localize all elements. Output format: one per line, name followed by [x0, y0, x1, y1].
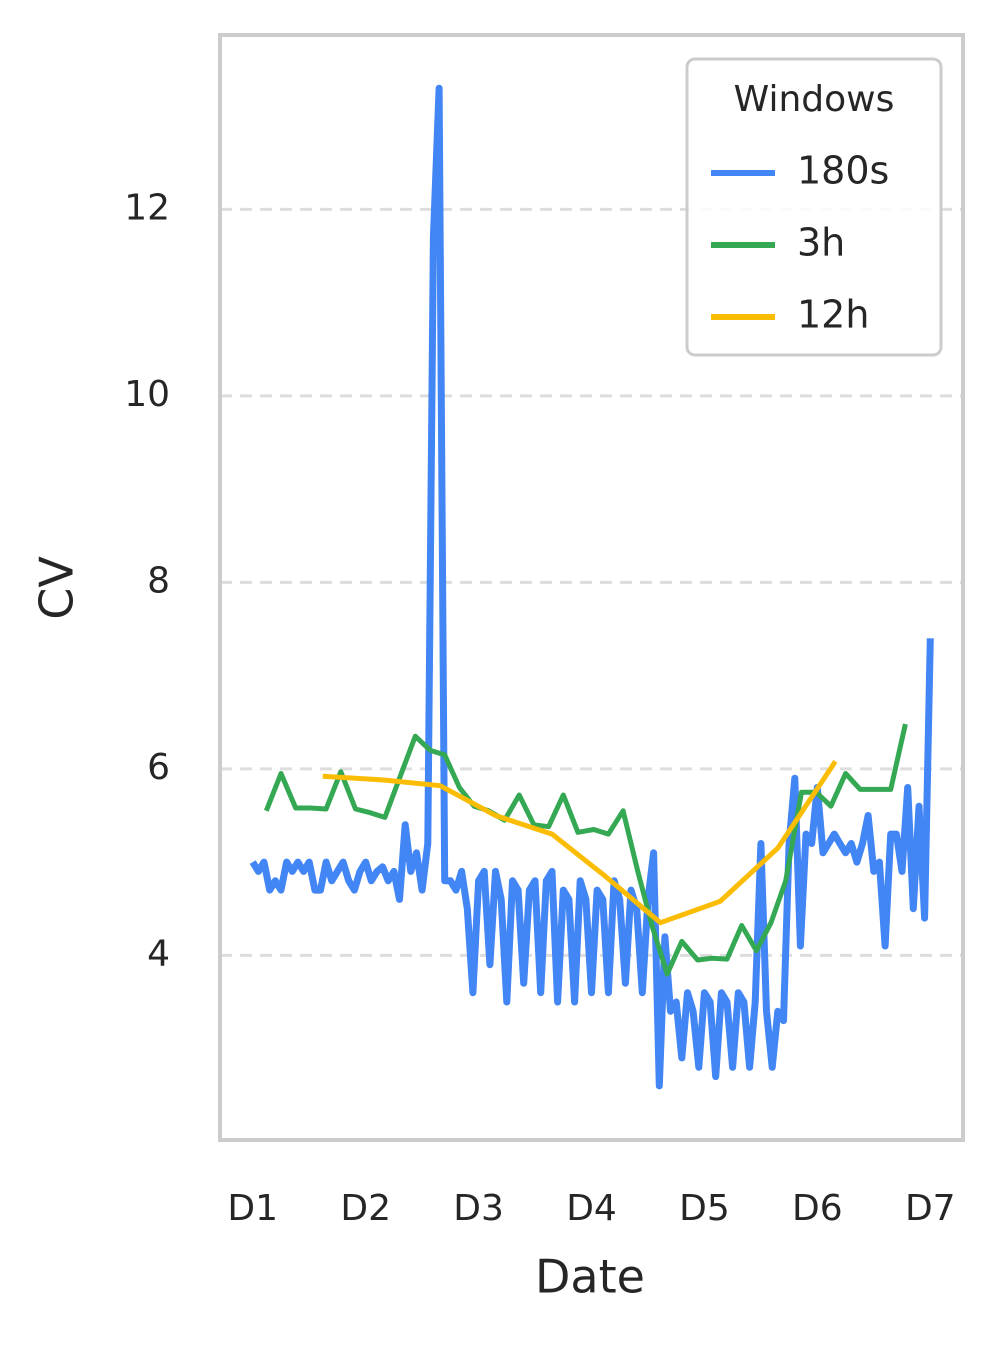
legend-label: 180s [797, 149, 889, 193]
legend-label: 3h [797, 221, 845, 265]
x-tick-label: D5 [679, 1188, 730, 1229]
y-tick-label: 6 [147, 747, 170, 788]
x-axis-label: Date [535, 1250, 645, 1304]
series-line [263, 723, 908, 977]
x-tick-label: D3 [453, 1188, 504, 1229]
series-line [322, 760, 838, 926]
y-axis-label: CV [30, 556, 84, 620]
y-tick-label: 8 [147, 560, 170, 601]
x-tick-label: D4 [566, 1188, 617, 1229]
x-tick-label: D6 [792, 1188, 843, 1229]
legend-box [685, 57, 943, 357]
x-tick-label: D1 [227, 1188, 278, 1229]
y-tick-label: 12 [124, 187, 170, 228]
legend-title: Windows [734, 79, 895, 120]
y-tick-label: 10 [124, 374, 170, 415]
legend-label: 12h [797, 293, 869, 337]
plot-frame [218, 33, 965, 1142]
x-tick-label: D2 [340, 1188, 391, 1229]
x-tick-label: D7 [905, 1188, 956, 1229]
y-tick-label: 4 [147, 933, 170, 974]
